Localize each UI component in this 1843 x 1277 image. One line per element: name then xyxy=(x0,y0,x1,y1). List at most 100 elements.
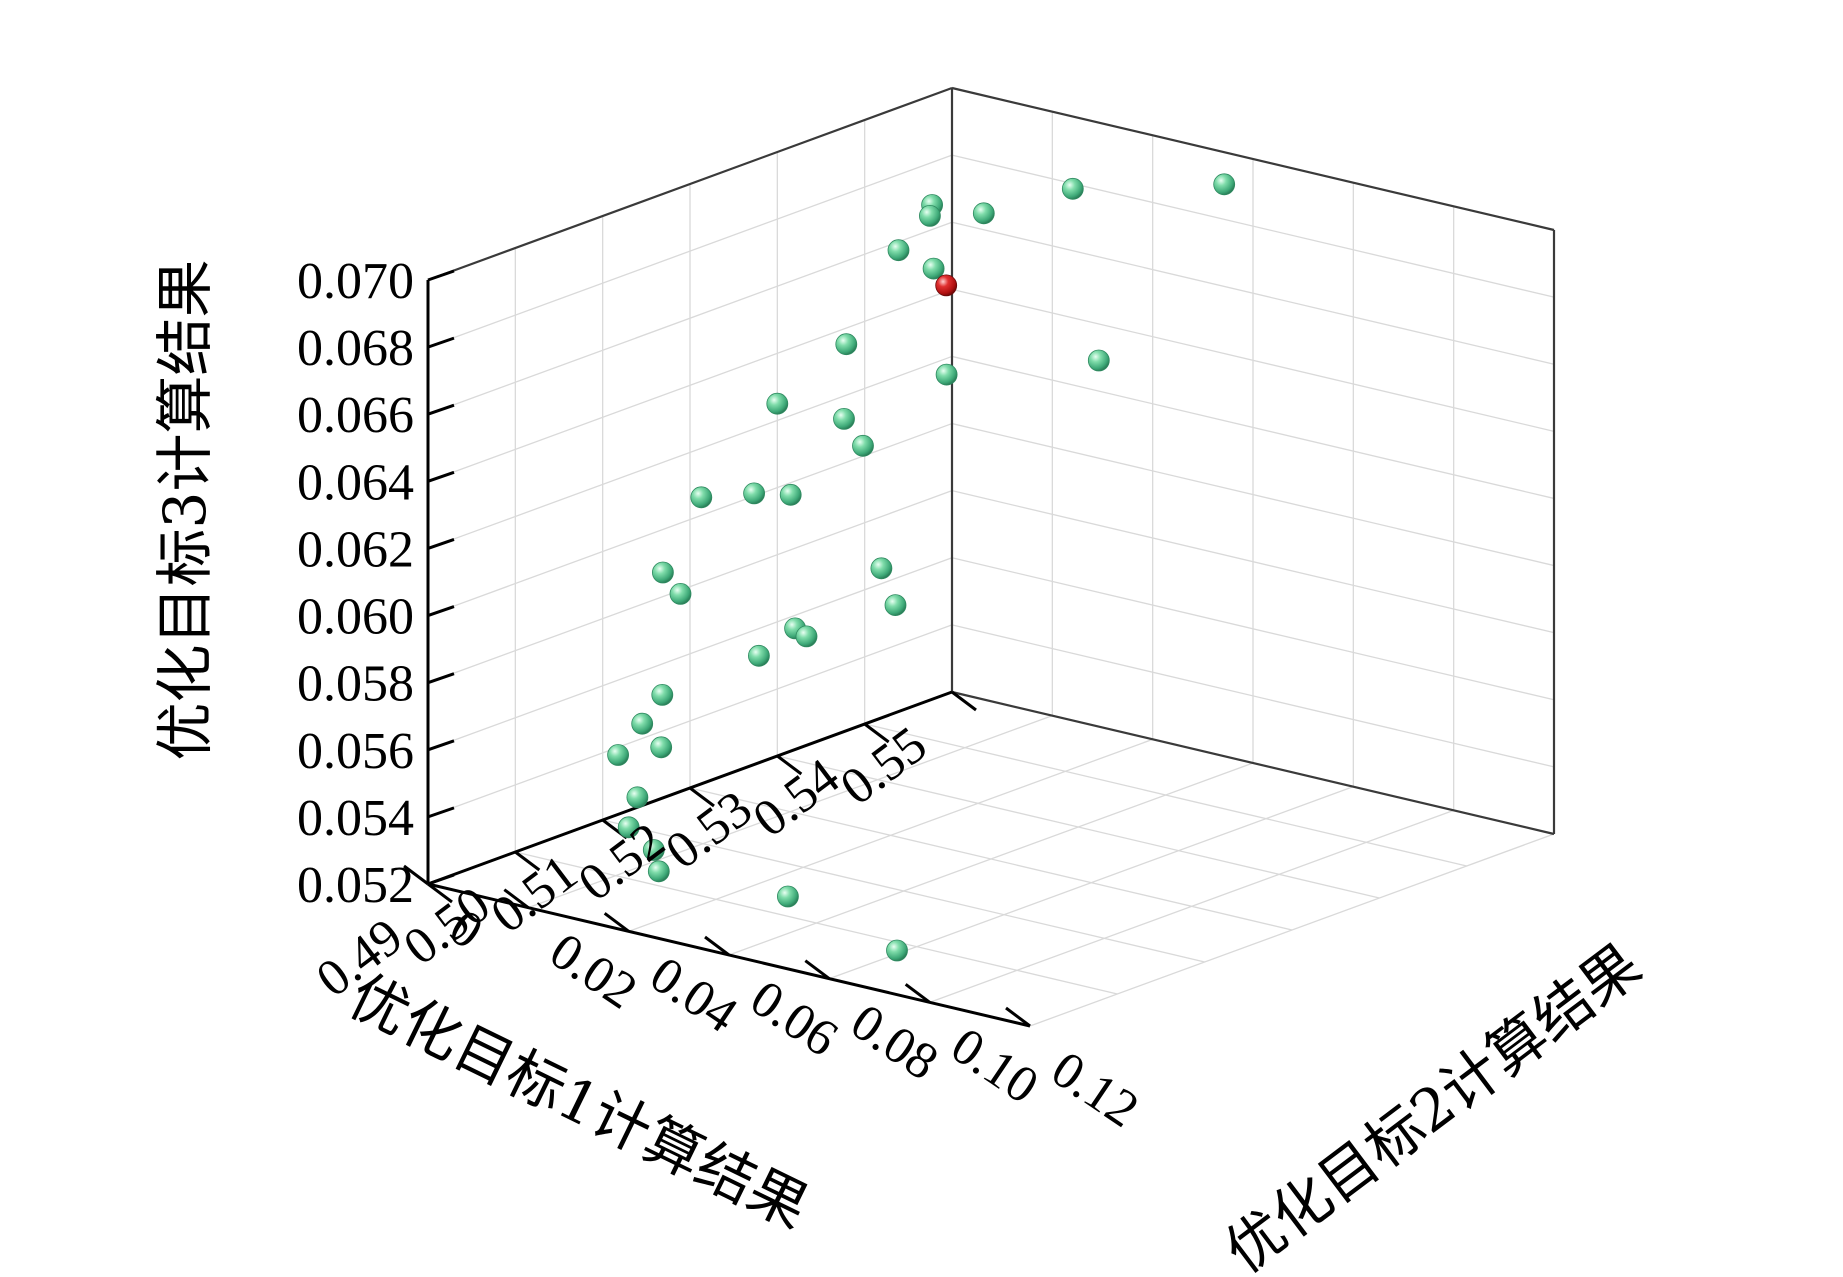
grid-line xyxy=(951,422,1555,567)
data-point xyxy=(748,644,770,667)
x-axis-title: 优化目标1计算结果 xyxy=(339,961,819,1242)
x-tick xyxy=(427,882,453,904)
grid-line xyxy=(427,288,953,482)
z-tick xyxy=(427,403,455,416)
grid-line xyxy=(829,786,1354,980)
grid-line xyxy=(528,715,1053,909)
data-point xyxy=(835,333,858,356)
z-tick-label: 0.062 xyxy=(297,521,414,578)
y-tick xyxy=(1005,1006,1031,1028)
top-right-edge xyxy=(951,86,1555,232)
z-tick-label: 0.068 xyxy=(297,320,414,377)
data-point xyxy=(669,583,692,605)
data-point xyxy=(1087,349,1110,372)
data-point xyxy=(631,712,654,735)
top-left-edge xyxy=(427,86,953,282)
tick-marks xyxy=(403,269,1031,1028)
data-point xyxy=(833,407,855,430)
data-point xyxy=(652,561,674,584)
data-point xyxy=(1213,173,1236,196)
z-tick-label: 0.058 xyxy=(297,656,414,713)
z-tick-label: 0.064 xyxy=(297,454,414,511)
x-tick xyxy=(689,786,715,808)
y-tick-label: 0.10 xyxy=(941,1017,1048,1115)
y-tick-label: 0.02 xyxy=(540,922,647,1020)
data-point xyxy=(870,557,893,580)
data-point xyxy=(642,839,665,861)
data-point xyxy=(884,594,907,616)
grid-line xyxy=(951,557,1555,701)
z-tick xyxy=(427,605,455,617)
floor-right-edge xyxy=(951,690,1555,836)
data-point xyxy=(617,816,640,839)
data-point xyxy=(743,482,765,505)
grid-line xyxy=(427,355,953,550)
x-tick xyxy=(514,850,541,872)
grid-line xyxy=(1029,833,1555,1027)
data-point xyxy=(607,744,629,766)
y-tick-label: 0.06 xyxy=(740,970,847,1068)
z-tick xyxy=(427,538,455,550)
grid-line xyxy=(427,221,953,415)
y-tick xyxy=(603,912,630,933)
data-point xyxy=(647,860,670,883)
data-point xyxy=(650,736,673,759)
data-point xyxy=(922,257,945,280)
z-tick-label: 0.066 xyxy=(297,387,414,444)
z-tick xyxy=(427,269,455,282)
data-point xyxy=(1061,177,1084,200)
z-tick xyxy=(427,336,455,349)
z-tick-label: 0.060 xyxy=(297,589,414,646)
highlighted-point xyxy=(935,274,958,297)
grid-line xyxy=(951,490,1555,634)
z-tick xyxy=(427,739,455,752)
data-point xyxy=(766,392,789,415)
grid-line xyxy=(951,355,1555,500)
grid-line xyxy=(951,154,1555,298)
z-tick xyxy=(427,470,455,483)
data-point xyxy=(690,486,713,509)
x-tick xyxy=(951,690,977,712)
data-point xyxy=(972,202,995,225)
y-tick xyxy=(503,888,530,909)
grid-line xyxy=(951,221,1555,365)
y-tick-label: 0.08 xyxy=(841,993,948,1091)
x-tick xyxy=(776,754,803,776)
z-axis-title: 优化目标3计算结果 xyxy=(151,260,219,761)
grid-line xyxy=(427,154,953,348)
data-points xyxy=(607,173,1236,962)
data-point xyxy=(795,625,818,648)
data-point xyxy=(777,885,799,908)
grid-line xyxy=(951,624,1555,768)
data-point xyxy=(651,684,674,706)
z-tick-label: 0.052 xyxy=(297,857,414,914)
grid-line xyxy=(951,288,1555,432)
y-tick xyxy=(704,935,730,957)
y-tick-label: 0.12 xyxy=(1041,1041,1148,1139)
grid-line xyxy=(427,490,953,684)
z-tick xyxy=(427,672,455,685)
z-tick-label: 0.054 xyxy=(297,790,414,847)
y-tick xyxy=(904,983,931,1004)
data-point xyxy=(779,483,802,506)
y-tick xyxy=(804,959,831,980)
data-point xyxy=(935,363,958,386)
grid-line xyxy=(427,624,953,818)
data-point xyxy=(919,204,941,227)
z-tick xyxy=(427,806,455,819)
y-tick-label: 0.04 xyxy=(640,946,747,1044)
z-tick-label: 0.056 xyxy=(297,723,414,780)
data-point xyxy=(626,786,649,809)
grid-line xyxy=(628,738,1153,932)
data-point xyxy=(887,239,910,262)
z-tick xyxy=(427,873,455,886)
y-tick xyxy=(403,864,429,886)
data-point xyxy=(886,939,908,962)
grid-line xyxy=(929,809,1454,1003)
z-tick-label: 0.070 xyxy=(297,253,414,310)
grid-line xyxy=(728,762,1254,956)
x-tick xyxy=(863,722,890,744)
grid-line xyxy=(427,557,953,751)
y-axis-title: 优化目标2计算结果 xyxy=(1213,930,1654,1277)
